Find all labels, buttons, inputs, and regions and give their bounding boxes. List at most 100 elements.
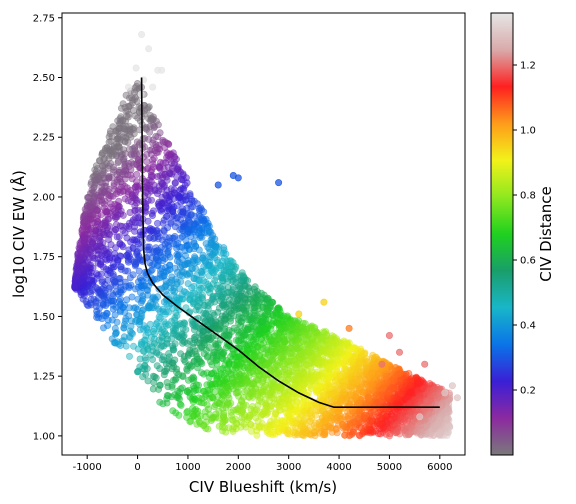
scatter-point [153, 362, 161, 370]
scatter-point [229, 350, 237, 358]
plot-area [71, 30, 461, 440]
scatter-point [217, 249, 225, 257]
scatter-point [171, 376, 179, 384]
scatter-point [125, 103, 133, 111]
scatter-point [180, 356, 188, 364]
scatter-point [211, 388, 219, 396]
scatter-point [248, 325, 256, 333]
scatter-point [168, 190, 176, 198]
scatter-point [275, 369, 283, 377]
scatter-point [121, 195, 129, 203]
scatter-point [202, 259, 210, 267]
scatter-point [159, 257, 167, 265]
scatter-point [172, 214, 180, 222]
scatter-point [171, 316, 179, 324]
scatter-point [310, 325, 318, 333]
scatter-point [177, 350, 185, 358]
scatter-point [388, 365, 396, 373]
scatter-point [200, 301, 208, 309]
scatter-point [251, 293, 259, 301]
scatter-point [99, 301, 107, 309]
scatter-point [227, 317, 235, 325]
scatter-point [183, 179, 191, 187]
scatter-point [190, 411, 198, 419]
scatter-point [214, 325, 222, 333]
scatter-point [385, 432, 393, 440]
scatter-point [121, 171, 129, 179]
scatter-point [152, 320, 160, 328]
scatter-point [127, 198, 135, 206]
scatter-point [296, 413, 304, 421]
scatter-point [111, 330, 119, 338]
scatter-point [276, 406, 284, 414]
scatter-point [227, 408, 235, 416]
scatter-point [297, 422, 305, 430]
scatter-point [445, 423, 453, 431]
scatter-point [168, 383, 176, 391]
scatter-point [168, 164, 176, 172]
scatter-point [232, 336, 240, 344]
scatter-point [196, 336, 204, 344]
scatter-point [235, 353, 243, 361]
scatter-point [396, 390, 404, 398]
scatter-point [147, 150, 155, 158]
scatter-point [169, 407, 177, 415]
scatter-point [178, 330, 186, 338]
scatter-point [356, 432, 364, 440]
scatter-point [115, 197, 123, 205]
scatter-point [306, 423, 314, 431]
scatter-point [151, 234, 159, 242]
scatter-point [131, 223, 139, 231]
scatter-point [240, 336, 248, 344]
scatter-point [326, 382, 334, 390]
scatter-point [95, 174, 103, 182]
scatter-point [86, 225, 94, 233]
scatter-point [119, 100, 127, 108]
scatter-point [258, 423, 266, 431]
scatter-point [188, 395, 196, 403]
scatter-point [393, 420, 401, 428]
scatter-point [150, 247, 158, 255]
scatter-point [198, 343, 206, 351]
scatter-point [74, 255, 82, 263]
scatter-point [240, 303, 248, 311]
scatter-point [253, 287, 261, 295]
scatter-point [174, 240, 182, 248]
scatter-point [107, 127, 115, 135]
scatter-point [147, 178, 155, 186]
scatter-point [284, 426, 292, 434]
scatter-point [301, 429, 309, 437]
scatter-point [198, 217, 206, 225]
scatter-point [113, 318, 121, 326]
scatter-point [120, 324, 128, 332]
scatter-point [163, 207, 171, 215]
scatter-point [99, 186, 107, 194]
scatter-point [256, 327, 264, 335]
scatter-point [348, 430, 356, 438]
scatter-point [215, 290, 223, 298]
scatter-point [206, 248, 214, 256]
scatter-point [160, 318, 168, 326]
scatter-points [71, 30, 461, 440]
scatter-point [119, 117, 127, 125]
scatter-point [212, 401, 220, 409]
scatter-point [152, 254, 160, 262]
scatter-point [160, 328, 168, 336]
scatter-point [233, 420, 241, 428]
scatter-point [257, 346, 265, 354]
scatter-point [236, 282, 244, 290]
scatter-point [244, 316, 252, 324]
scatter-point [161, 170, 169, 178]
scatter-point [144, 217, 152, 225]
scatter-point [269, 351, 277, 359]
scatter-point [143, 158, 151, 166]
scatter-point [216, 284, 224, 292]
scatter-point [247, 333, 255, 341]
scatter-point [164, 241, 172, 249]
scatter-point [153, 349, 161, 357]
scatter-point [104, 321, 112, 329]
scatter-point [319, 353, 327, 361]
scatter-point [171, 324, 179, 332]
scatter-point [78, 226, 86, 234]
scatter-point [294, 431, 302, 439]
